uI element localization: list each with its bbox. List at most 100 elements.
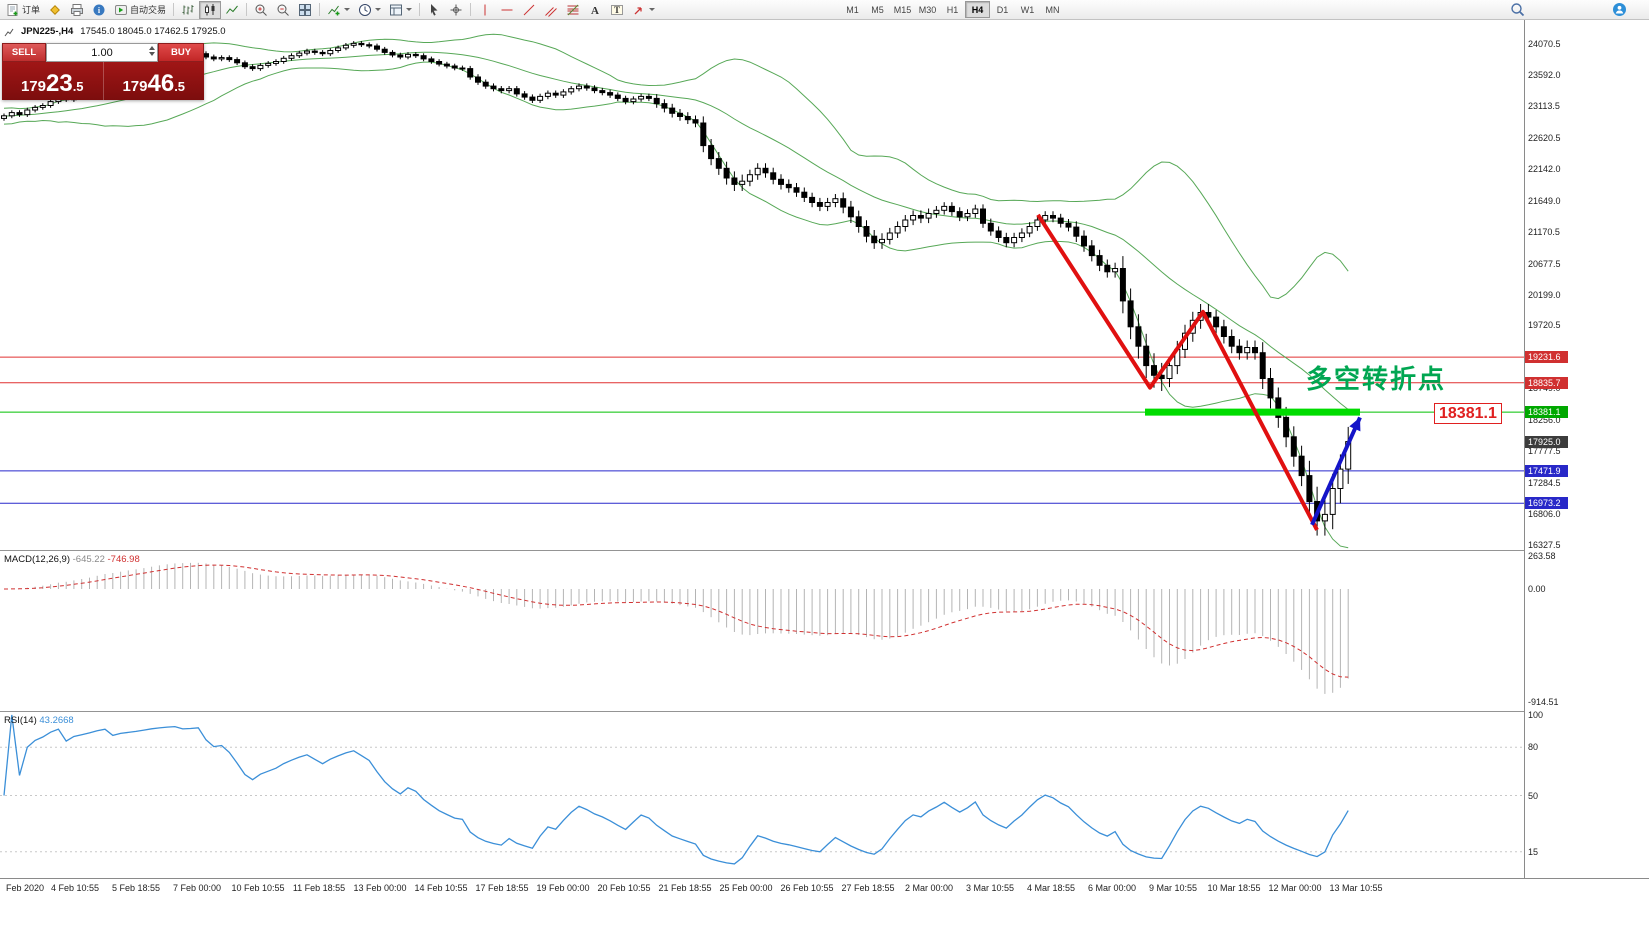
indicators-icon — [328, 5, 340, 15]
price-tick: 18256.0 — [1528, 415, 1561, 426]
rsi-pane[interactable]: RSI(14) 43.2668 — [0, 711, 1524, 878]
zoom-out-icon — [277, 4, 289, 16]
sell-price-prefix: 179 — [20, 78, 46, 95]
time-label: 10 Feb 10:55 — [231, 883, 285, 893]
one-click-prices-row: 179 23.5 179 46.5 — [2, 62, 204, 100]
crosshair-button[interactable] — [445, 1, 467, 19]
search-button[interactable] — [1510, 2, 1525, 20]
vertical-line-icon — [484, 4, 486, 15]
indicators-button[interactable] — [323, 1, 354, 19]
main-chart-canvas[interactable] — [0, 20, 1524, 550]
autotrading-button[interactable]: 自动交易 — [110, 1, 170, 19]
toolbar-separator — [246, 3, 248, 16]
templates-button[interactable] — [385, 1, 416, 19]
community-button[interactable] — [1612, 2, 1627, 20]
horizontal-line-icon — [501, 9, 513, 10]
data-window-icon: i — [93, 4, 105, 15]
price-axis[interactable]: 24070.5 23592.0 23113.5 22620.5 22142.0 21649… — [1524, 20, 1649, 878]
sell-price-frac: .5 — [72, 79, 84, 94]
price-tick: 23592.0 — [1528, 70, 1561, 80]
sell-price[interactable]: 179 23.5 — [2, 62, 104, 100]
buy-button[interactable]: BUY — [158, 43, 204, 62]
time-label: 10 Mar 18:55 — [1207, 883, 1261, 893]
price-tick: 0.00 — [1528, 584, 1546, 594]
dropdown-caret-icon — [344, 8, 351, 11]
price-tick: 15 — [1528, 846, 1539, 857]
chart-window[interactable]: JPN225-,H4 17545.0 18045.0 17462.5 17925… — [0, 20, 1649, 945]
volume-spinner[interactable] — [149, 46, 155, 56]
zoom-out-button[interactable] — [272, 1, 294, 19]
cursor-button[interactable] — [423, 1, 445, 19]
price-label: 17471.9 — [1525, 464, 1568, 477]
candlestick-chart-button[interactable] — [199, 0, 222, 19]
trendline-icon — [523, 4, 535, 15]
trendline-button[interactable] — [518, 1, 540, 19]
price-tick: 16327.5 — [1528, 540, 1561, 550]
channel-button[interactable] — [540, 1, 562, 19]
line-chart-button[interactable] — [221, 1, 243, 19]
toolbar-separator — [470, 3, 472, 16]
time-label: 20 Feb 10:55 — [597, 883, 651, 893]
spinner-down-icon[interactable] — [149, 52, 155, 56]
favorites-button[interactable] — [44, 1, 66, 19]
macd-pane[interactable]: MACD(12,26,9) -645.22 -746.98 — [0, 550, 1524, 711]
favorites-icon — [50, 4, 60, 15]
zoom-in-button[interactable] — [250, 1, 272, 19]
bar-chart-button[interactable] — [177, 1, 199, 19]
label-tool-icon: T — [611, 4, 624, 15]
toolbar-separator — [173, 3, 175, 16]
new-order-label: 订单 — [22, 5, 41, 15]
timeframe-w1[interactable]: W1 — [1015, 1, 1040, 18]
price-tick: 80 — [1528, 742, 1539, 753]
timeframe-h4[interactable]: H4 — [965, 1, 990, 18]
periods-clock-icon — [359, 3, 372, 16]
print-button[interactable] — [66, 1, 88, 19]
symbol-period: JPN225-,H4 — [21, 26, 74, 37]
arrows-tool-button[interactable] — [628, 1, 659, 19]
price-tick: 100 — [1528, 710, 1544, 720]
svg-text:T: T — [614, 5, 620, 15]
buy-price[interactable]: 179 46.5 — [103, 62, 204, 100]
price-tick: -914.51 — [1528, 697, 1559, 708]
price-tick: 19720.5 — [1528, 320, 1561, 331]
periods-button[interactable] — [354, 1, 385, 19]
price-tick: 21170.5 — [1528, 226, 1560, 237]
label-tool-button[interactable]: T — [606, 1, 628, 19]
timeframe-m30[interactable]: M30 — [915, 1, 940, 18]
ohlc-values: 17545.0 18045.0 17462.5 17925.0 — [80, 26, 226, 37]
fibonacci-button[interactable] — [562, 1, 584, 19]
time-label: Feb 2020 — [6, 883, 45, 893]
price-tick: 16806.0 — [1528, 509, 1561, 519]
price-tick: 22620.5 — [1528, 132, 1561, 143]
one-click-buttons-row: SELL 1.00 BUY — [2, 43, 204, 62]
timeframe-d1[interactable]: D1 — [990, 1, 1015, 18]
timeframe-m1[interactable]: M1 — [840, 1, 865, 18]
timeframe-mn[interactable]: MN — [1040, 1, 1065, 18]
svg-text:i: i — [98, 6, 101, 15]
text-tool-button[interactable]: A — [584, 1, 606, 19]
time-label: 7 Feb 00:00 — [172, 883, 222, 893]
vertical-line-button[interactable] — [474, 1, 496, 19]
toolbar: 订单 i 自动交易 A T M1 M5 M15 M30 H1 H4 D1 W1 MN — [0, 0, 1649, 20]
timeframe-h1[interactable]: H1 — [940, 1, 965, 18]
price-tick: 20677.5 — [1528, 258, 1561, 269]
fibonacci-icon — [567, 4, 579, 15]
horizontal-line-button[interactable] — [496, 1, 518, 19]
time-axis[interactable]: Feb 2020 4 Feb 10:55 5 Feb 18:55 7 Feb 00:0… — [0, 878, 1649, 898]
autotrading-icon — [115, 4, 128, 15]
volume-input[interactable]: 1.00 — [46, 43, 158, 62]
price-callout: 18381.1 — [1434, 403, 1502, 424]
dropdown-caret-icon — [375, 8, 382, 11]
new-order-button[interactable]: 订单 — [2, 1, 44, 19]
line-chart-icon — [226, 5, 238, 14]
data-window-button[interactable]: i — [88, 1, 110, 19]
time-label: 14 Feb 10:55 — [414, 883, 468, 893]
spinner-up-icon[interactable] — [149, 46, 155, 50]
sell-button[interactable]: SELL — [2, 43, 46, 62]
tile-windows-button[interactable] — [294, 1, 316, 19]
timeframe-m15[interactable]: M15 — [890, 1, 915, 18]
search-icon — [1511, 3, 1525, 17]
timeframe-m5[interactable]: M5 — [865, 1, 890, 18]
time-label: 21 Feb 18:55 — [658, 883, 712, 893]
channel-icon — [545, 6, 557, 17]
